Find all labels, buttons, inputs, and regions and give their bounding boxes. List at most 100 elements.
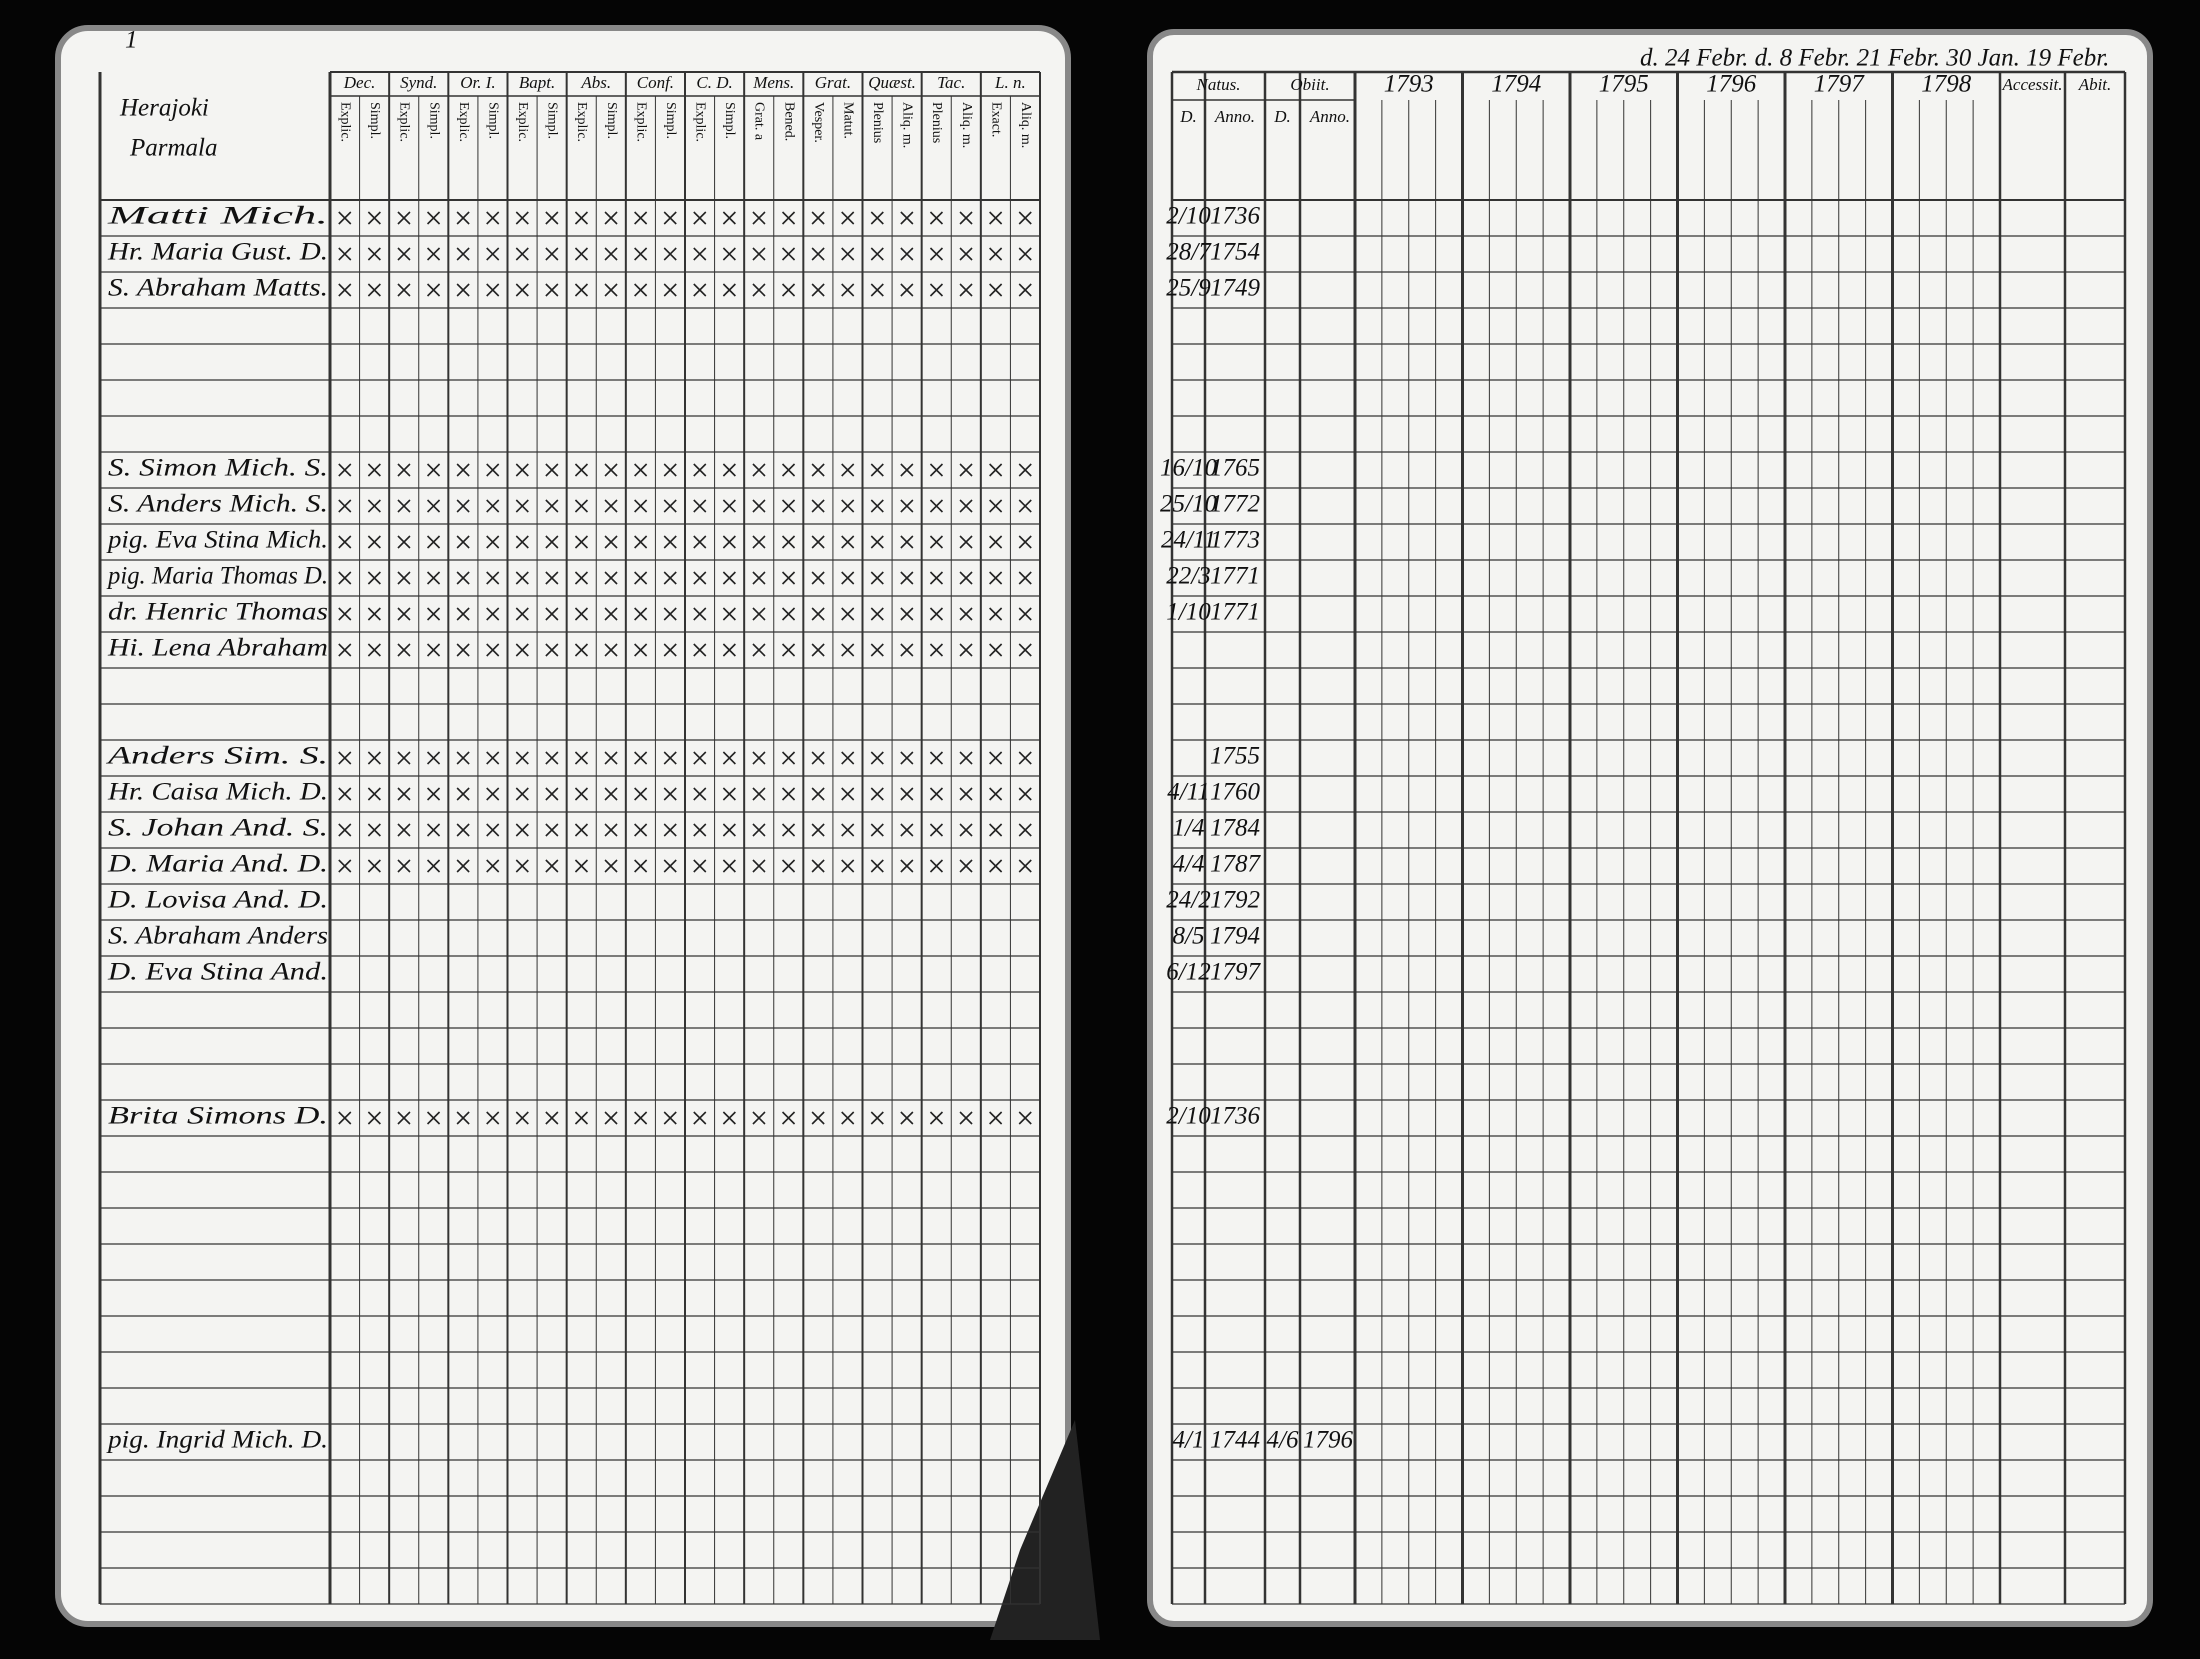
column-subheader: Plenius: [870, 102, 885, 143]
tick-mark: [426, 643, 441, 657]
tick-mark: [841, 499, 855, 513]
tick-mark: [634, 787, 648, 801]
tick-mark: [811, 643, 825, 657]
tick-mark: [781, 1111, 796, 1125]
tick-mark: [397, 283, 411, 297]
tick-mark: [604, 1111, 618, 1125]
tick-mark: [634, 607, 648, 621]
tick-mark: [722, 859, 736, 873]
tick-mark: [781, 643, 796, 657]
column-header: Synd.: [400, 73, 437, 92]
tick-mark: [574, 535, 589, 549]
tick-mark: [781, 571, 796, 585]
tick-mark: [545, 643, 559, 657]
tick-mark: [634, 751, 648, 765]
tick-mark: [426, 247, 441, 261]
year-header: 1794: [1491, 71, 1541, 98]
tick-mark: [959, 859, 973, 873]
tick-mark: [929, 535, 944, 549]
tick-mark: [693, 787, 707, 801]
tick-mark: [811, 283, 825, 297]
tick-mark: [870, 535, 884, 549]
tick-mark: [486, 1111, 500, 1125]
tick-mark: [693, 571, 707, 585]
date-note: d. 24 Febr. d. 8 Febr. 21 Febr. 30 Jan. …: [1640, 45, 2109, 72]
tick-mark: [367, 499, 381, 513]
column-subheader: Grat. a: [752, 102, 767, 141]
tick-mark: [663, 211, 677, 225]
birth-year: 1771: [1210, 563, 1260, 590]
tick-mark: [545, 607, 559, 621]
tick-mark: [722, 499, 736, 513]
birth-year: 1792: [1210, 887, 1260, 914]
tick-mark: [693, 859, 707, 873]
birth-year: 1736: [1210, 1103, 1261, 1130]
tick-mark: [338, 499, 352, 513]
tick-mark: [456, 463, 470, 477]
tick-mark: [397, 823, 411, 837]
tick-mark: [870, 751, 884, 765]
tick-mark: [367, 787, 381, 801]
tick-mark: [574, 571, 589, 585]
tick-mark: [486, 787, 500, 801]
birth-year: 1787: [1210, 851, 1262, 878]
tick-mark: [959, 823, 973, 837]
birth-day: 4/4: [1173, 851, 1205, 878]
tick-mark: [397, 787, 411, 801]
tick-mark: [1018, 571, 1032, 585]
tick-mark: [367, 751, 381, 765]
tick-mark: [900, 751, 914, 765]
person-name: Hr. Maria Gust. D.: [107, 239, 328, 266]
tick-mark: [1018, 1111, 1032, 1125]
birth-year: 1772: [1210, 491, 1260, 518]
tick-mark: [663, 859, 677, 873]
tick-mark: [752, 247, 766, 261]
tick-mark: [574, 643, 589, 657]
column-subheader: Explic.: [456, 102, 471, 142]
column-subheader: Simpl.: [485, 102, 500, 139]
tick-mark: [929, 283, 944, 297]
person-name: Hr. Caisa Mich. D.: [107, 779, 328, 806]
tick-mark: [929, 751, 944, 765]
day-header: D.: [1273, 107, 1291, 126]
year-header: 1795: [1599, 71, 1649, 98]
birth-day: 22/3: [1166, 563, 1210, 590]
tick-mark: [397, 571, 411, 585]
tick-mark: [574, 499, 589, 513]
tick-mark: [900, 787, 914, 801]
tick-mark: [574, 247, 589, 261]
year-header: 1797: [1814, 71, 1866, 98]
column-header: Or. I.: [460, 73, 495, 92]
year-header: 1798: [1921, 71, 1972, 98]
tick-mark: [870, 1111, 884, 1125]
day-header: D.: [1179, 107, 1197, 126]
tick-mark: [663, 571, 677, 585]
tick-mark: [456, 823, 470, 837]
birth-year: 1754: [1210, 239, 1260, 266]
birth-year: 1749: [1210, 275, 1261, 302]
tick-mark: [841, 1111, 855, 1125]
natus-header: Natus.: [1196, 75, 1241, 94]
tick-mark: [752, 499, 766, 513]
tick-mark: [515, 499, 529, 513]
tick-mark: [456, 247, 470, 261]
tick-mark: [338, 211, 352, 225]
tick-mark: [989, 823, 1003, 837]
tick-mark: [781, 751, 796, 765]
tick-mark: [1018, 283, 1032, 297]
tick-mark: [722, 463, 736, 477]
tick-mark: [515, 823, 529, 837]
tick-mark: [604, 823, 618, 837]
column-header: Conf.: [637, 73, 674, 92]
column-subheader: Explic.: [338, 102, 353, 142]
tick-mark: [604, 607, 618, 621]
tick-mark: [693, 463, 707, 477]
tick-mark: [870, 823, 884, 837]
tick-mark: [397, 463, 411, 477]
tick-mark: [426, 211, 441, 225]
tick-mark: [1018, 751, 1032, 765]
person-name: S. Johan And. S.: [108, 815, 328, 842]
tick-mark: [486, 499, 500, 513]
tick-mark: [811, 211, 825, 225]
